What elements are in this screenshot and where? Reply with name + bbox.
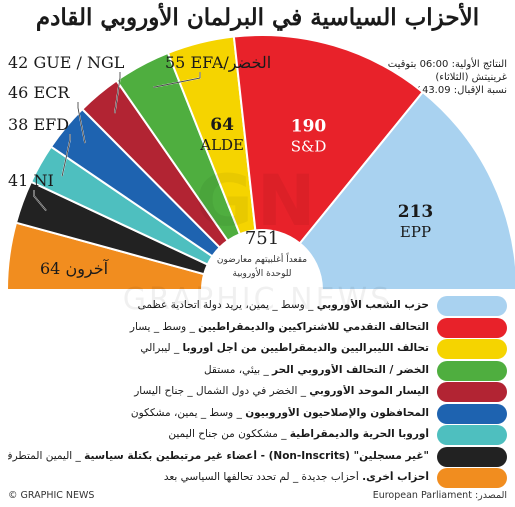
slice-name-epp: EPP: [400, 223, 431, 241]
page-title: الأحزاب السياسية في البرلمان الأوروبي ال…: [35, 4, 480, 31]
legend-row: اليسار الموحد الأوروبي _ الخضر في دول ال…: [8, 382, 507, 404]
slice-label-ni: 41 NI: [8, 171, 54, 190]
legend-row: أحزاب أخرى. أحزاب جديدة _ لم تحدد تحالفه…: [8, 468, 507, 490]
legend-row: "غير مسجلين" (Non-Inscrits) - أعضاء غير …: [8, 446, 507, 469]
legend-description: _ الخضر في دول الشمال _ جناح اليسار: [134, 385, 310, 397]
legend-swatch: [437, 317, 507, 338]
legend-party-name: الخضر / التحالف الأوروبي الحر: [272, 363, 429, 376]
legend-row: تحالف الليبراليين والديمقراطيين من أجل أ…: [8, 339, 507, 361]
center-hub: [202, 230, 322, 300]
legend-row: حزب الشعب الأوروبي _ وسط _ يمين، يريد دو…: [8, 296, 507, 318]
legend-row: الخضر / التحالف الأوروبي الحر _ بيئي، مس…: [8, 360, 507, 383]
info-line-1: النتائج الأولية: 06:00 بتوقيت: [387, 59, 507, 70]
legend-row: أوروبا الحرية والديمقراطية _ مشككون من ج…: [8, 425, 507, 447]
leader-line-dark-ni: [33, 190, 47, 211]
slice-label-gue: 42 GUE / NGL: [8, 53, 125, 72]
slice-value-epp: 213: [398, 202, 434, 222]
legend-party-name: حزب الشعب الأوروبي: [316, 299, 429, 311]
legend-swatch: [437, 339, 507, 359]
legend-description: _ ليبرالي: [140, 342, 183, 354]
leader-line-dark-greens: [153, 72, 201, 88]
chart-slices: [5, 34, 515, 291]
legend-text: أحزاب أخرى. أحزاب جديدة _ لم تحدد تحالفه…: [8, 471, 429, 483]
legend-row: المحافظون والإصلاحيون الأوروبيون _ وسط _…: [8, 403, 507, 426]
slice-name-alde: ALDE: [199, 136, 244, 154]
legend-party-name: تحالف الليبراليين والديمقراطيين من أجل أ…: [182, 342, 429, 354]
legend-description: _ وسط _ يسار: [129, 320, 199, 333]
legend-party-name: اليسار الموحد الأوروبي: [309, 385, 429, 397]
chart-labels: آخرون 64 41 NI 38 EFD 46 ECR 42 GUE / NGL 55 …: [8, 53, 433, 278]
legend-party-name: أحزاب أخرى.: [362, 471, 429, 483]
chart-leaders: [33, 72, 201, 212]
slice-label-efd: 38 EFD: [8, 115, 69, 134]
legend-swatch: [437, 360, 507, 381]
slice-label-ecr: 46 ECR: [8, 83, 70, 102]
legend-party-name: "غير مسجلين" (Non-Inscrits) - أعضاء غير …: [84, 449, 429, 462]
slice-value-alde: 64: [210, 115, 234, 135]
legend-swatch: [437, 468, 507, 488]
legend-text: اليسار الموحد الأوروبي _ الخضر في دول ال…: [8, 385, 429, 397]
leader-line-dark-gue: [114, 72, 121, 114]
legend-text: الخضر / التحالف الأوروبي الحر _ بيئي، مس…: [8, 364, 429, 376]
legend-text: "غير مسجلين" (Non-Inscrits) - أعضاء غير …: [8, 450, 429, 462]
legend-description: _ وسط _ يمين، مشككون: [130, 406, 246, 419]
parliament-chart: آخرون 64 41 NI 38 EFD 46 ECR 42 GUE / NGL 55 …: [5, 34, 515, 300]
legend-text: حزب الشعب الأوروبي _ وسط _ يمين، يريد دو…: [8, 299, 429, 311]
legend-description: _ وسط _ يمين، يريد دولة اتحادية عظمى: [137, 299, 317, 311]
info-line-2: غرينيتش (الثلاثاء): [435, 72, 507, 83]
legend-party-name: التحالف التقدمي للاشتراكيين والديمقراطيي…: [198, 320, 429, 333]
legend-swatch: [437, 296, 507, 316]
legend-swatch: [437, 446, 507, 467]
leader-line-dark-efd: [61, 134, 71, 177]
legend-row: التحالف التقدمي للاشتراكيين والديمقراطيي…: [8, 317, 507, 340]
slice-label-others: آخرون 64: [40, 258, 110, 278]
legend-text: أوروبا الحرية والديمقراطية _ مشككون من ج…: [8, 428, 429, 440]
center-total: 751: [245, 228, 279, 249]
legend-swatch: [437, 425, 507, 445]
center-note-1: مقعداً أغلبيتهم معارضون: [217, 252, 307, 265]
legend-text: تحالف الليبراليين والديمقراطيين من أجل أ…: [8, 342, 429, 354]
legend-party-name: أوروبا الحرية والديمقراطية: [289, 428, 429, 440]
legend-party-name: المحافظون والإصلاحيون الأوروبيون: [245, 406, 429, 419]
slice-name-sd: S&D: [291, 138, 327, 156]
legend-swatch: [437, 382, 507, 402]
slice-value-sd: 190: [291, 117, 327, 137]
leader-line-dark-ecr: [77, 102, 86, 144]
legend-description: _ اليمين المتطرف وأحزاب مشككة: [8, 449, 81, 462]
legend-description: _ بيئي، مستقل: [203, 363, 273, 376]
legend-description: أحزاب جديدة _ لم تحدد تحالفها السياسي بع…: [163, 471, 363, 483]
center-note-2: للوحدة الأوروبية: [233, 267, 292, 279]
slice-label-greens: 55 EFA/الخضر: [165, 53, 271, 72]
copyright: © GRAPHIC NEWS: [8, 490, 95, 501]
source: المصدر: European Parliament: [372, 490, 507, 501]
legend-description: _ مشككون من جناح اليمين: [168, 428, 290, 440]
legend-text: المحافظون والإصلاحيون الأوروبيون _ وسط _…: [8, 407, 429, 419]
slice-sd: [232, 34, 425, 245]
legend-swatch: [437, 403, 507, 424]
legend-text: التحالف التقدمي للاشتراكيين والديمقراطيي…: [8, 321, 429, 333]
